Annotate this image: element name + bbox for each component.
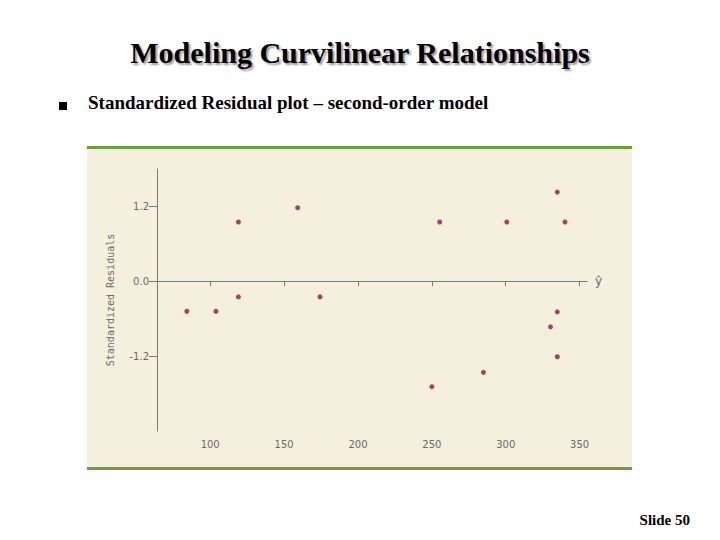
svg-text:250: 250 [422, 439, 441, 450]
svg-text:-1.2: -1.2 [129, 351, 149, 362]
svg-text:100: 100 [201, 439, 220, 450]
svg-text:200: 200 [348, 439, 367, 450]
svg-text:150: 150 [275, 439, 294, 450]
svg-text:300: 300 [496, 439, 515, 450]
html-text:Standardized Residual plot – s: Standardized Residual plot – second-orde… [88, 92, 489, 113]
html-text:Modeling Curvilinear Relations: Modeling Curvilinear Relationships [130, 36, 590, 69]
svg-text:Standardized Residuals: Standardized Residuals [105, 234, 116, 366]
html-text:Slide 50: Slide 50 [639, 512, 690, 528]
svg-text:350: 350 [570, 439, 589, 450]
svg-text:0.0: 0.0 [133, 276, 149, 287]
svg-text:1.2: 1.2 [133, 201, 149, 212]
svg-text:ŷ: ŷ [595, 274, 602, 288]
